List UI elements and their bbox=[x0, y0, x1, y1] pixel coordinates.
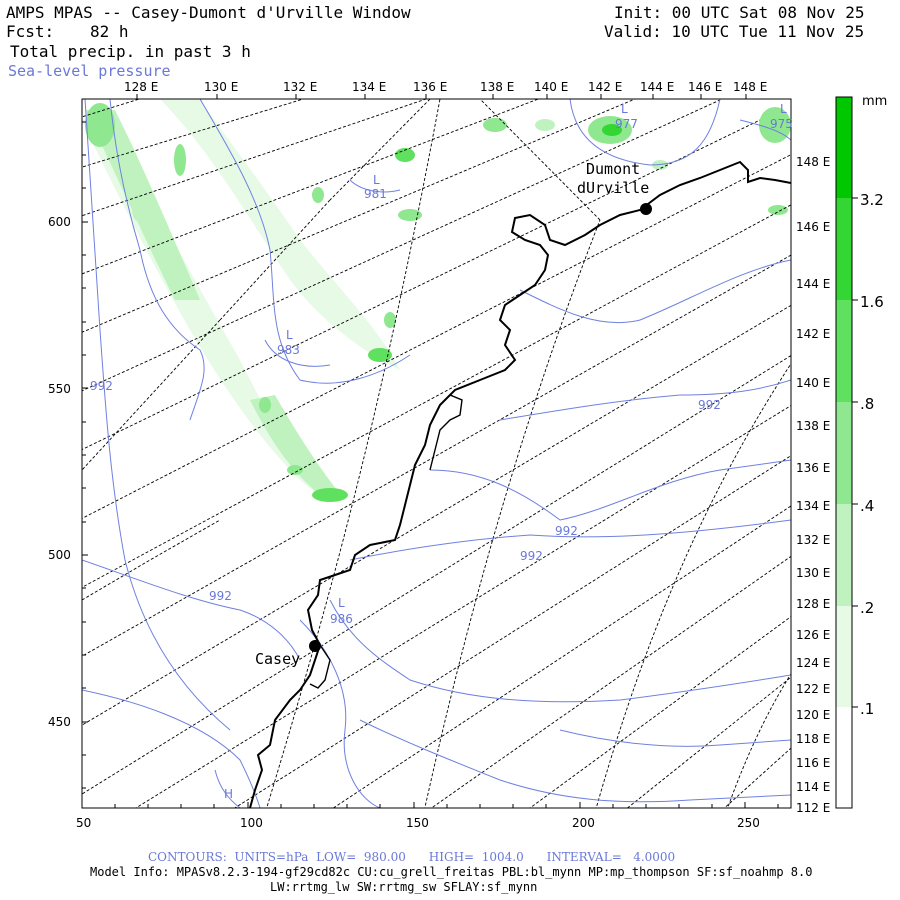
colorbar-label: .1 bbox=[860, 700, 874, 718]
casey-station-marker bbox=[309, 640, 321, 652]
pressure-label: L bbox=[373, 173, 380, 187]
svg-text:122 E: 122 E bbox=[796, 682, 830, 696]
svg-text:200: 200 bbox=[572, 816, 595, 830]
pressure-label: 975 bbox=[770, 117, 793, 131]
pressure-contours bbox=[82, 99, 791, 808]
colorbar-label: .2 bbox=[860, 599, 874, 617]
field-description: Total precip. in past 3 h bbox=[10, 42, 251, 61]
svg-text:136 E: 136 E bbox=[413, 80, 447, 94]
physics-info: LW:rrtmg_lw SW:rrtmg_sw SFLAY:sf_mynn bbox=[270, 880, 538, 894]
pressure-label: L bbox=[780, 102, 787, 116]
pressure-label: 992 bbox=[209, 589, 232, 603]
svg-text:600: 600 bbox=[48, 215, 71, 229]
svg-text:116 E: 116 E bbox=[796, 756, 830, 770]
model-info: Model Info: MPASv8.2.3-194-gf29cd82c CU:… bbox=[90, 865, 813, 879]
svg-text:118 E: 118 E bbox=[796, 732, 830, 746]
contour-info: CONTOURS: UNITS=hPa LOW= 980.00 HIGH= 10… bbox=[148, 850, 676, 864]
colorbar-bin bbox=[836, 504, 852, 606]
colorbar-unit: mm bbox=[862, 94, 887, 109]
colorbar-bin bbox=[836, 300, 852, 402]
pressure-label: H bbox=[224, 787, 233, 801]
svg-text:134 E: 134 E bbox=[352, 80, 386, 94]
svg-text:132 E: 132 E bbox=[796, 533, 830, 547]
svg-text:124 E: 124 E bbox=[796, 656, 830, 670]
svg-text:150: 150 bbox=[406, 816, 429, 830]
colorbar-label: 3.2 bbox=[860, 191, 884, 209]
svg-text:146 E: 146 E bbox=[796, 220, 830, 234]
svg-text:126 E: 126 E bbox=[796, 628, 830, 642]
svg-text:100: 100 bbox=[240, 816, 263, 830]
colorbar-bin bbox=[836, 402, 852, 504]
dumont-label-line1: Dumont bbox=[586, 160, 640, 178]
svg-text:550: 550 bbox=[48, 382, 71, 396]
colorbar-label: .4 bbox=[860, 497, 874, 515]
svg-text:146 E: 146 E bbox=[688, 80, 722, 94]
svg-text:250: 250 bbox=[737, 816, 760, 830]
svg-text:140 E: 140 E bbox=[534, 80, 568, 94]
pressure-label: 983 bbox=[277, 343, 300, 357]
map-frame bbox=[81, 98, 792, 809]
svg-text:144 E: 144 E bbox=[640, 80, 674, 94]
overlay-description: Sea-level pressure bbox=[8, 62, 171, 80]
pressure-label: 981 bbox=[364, 187, 387, 201]
svg-text:136 E: 136 E bbox=[796, 461, 830, 475]
svg-text:120 E: 120 E bbox=[796, 708, 830, 722]
svg-text:142 E: 142 E bbox=[588, 80, 622, 94]
pressure-label: 992 bbox=[698, 398, 721, 412]
svg-text:138 E: 138 E bbox=[796, 419, 830, 433]
map-area bbox=[82, 99, 791, 808]
colorbar-bin bbox=[836, 97, 852, 198]
svg-text:142 E: 142 E bbox=[796, 327, 830, 341]
dumont-label-line2: dUrville bbox=[577, 179, 649, 197]
colorbar-bin bbox=[836, 198, 852, 300]
colorbar-bin bbox=[836, 606, 852, 707]
colorbar-label: .8 bbox=[860, 395, 874, 413]
pressure-label: 992 bbox=[555, 524, 578, 538]
svg-text:140 E: 140 E bbox=[796, 376, 830, 390]
pressure-label: L bbox=[621, 102, 628, 116]
svg-text:132 E: 132 E bbox=[283, 80, 317, 94]
pressure-label: 992 bbox=[520, 549, 543, 563]
svg-text:50: 50 bbox=[76, 816, 91, 830]
svg-text:144 E: 144 E bbox=[796, 277, 830, 291]
svg-text:148 E: 148 E bbox=[733, 80, 767, 94]
colorbar-bin bbox=[836, 707, 852, 808]
forecast-hour: 82 h bbox=[90, 22, 129, 41]
pressure-label: L bbox=[338, 596, 345, 610]
pressure-label: L bbox=[286, 328, 293, 342]
pressure-label: 992 bbox=[90, 379, 113, 393]
y-axis-labels: 600 550 500 450 bbox=[48, 215, 71, 729]
pressure-label: 986 bbox=[330, 612, 353, 626]
svg-text:500: 500 bbox=[48, 548, 71, 562]
map-title: AMPS MPAS -- Casey-Dumont d'Urville Wind… bbox=[6, 3, 411, 22]
latlon-grid bbox=[82, 99, 791, 808]
precip-shading bbox=[82, 99, 791, 505]
pressure-labels: L 977 L 975 L 981 L 983 992 992 992 992 … bbox=[90, 102, 793, 801]
right-lon-labels: 148 E 146 E 144 E 142 E 140 E 138 E 136 … bbox=[796, 155, 830, 815]
forecast-label: Fcst: bbox=[6, 22, 55, 41]
svg-text:128 E: 128 E bbox=[796, 597, 830, 611]
svg-text:138 E: 138 E bbox=[480, 80, 514, 94]
svg-text:130 E: 130 E bbox=[204, 80, 238, 94]
svg-text:130 E: 130 E bbox=[796, 566, 830, 580]
svg-text:134 E: 134 E bbox=[796, 499, 830, 513]
valid-time: Valid: 10 UTC Tue 11 Nov 25 bbox=[604, 22, 865, 41]
colorbar-label: 1.6 bbox=[860, 293, 884, 311]
svg-text:148 E: 148 E bbox=[796, 155, 830, 169]
pressure-label: 977 bbox=[615, 117, 638, 131]
top-lon-labels: 128 E 130 E 132 E 134 E 136 E 138 E 140 … bbox=[124, 80, 767, 94]
dumont-station-marker bbox=[640, 203, 652, 215]
svg-text:450: 450 bbox=[48, 715, 71, 729]
x-axis-labels: 50 100 150 200 250 bbox=[76, 816, 760, 830]
svg-text:112 E: 112 E bbox=[796, 801, 830, 815]
init-time: Init: 00 UTC Sat 08 Nov 25 bbox=[614, 3, 865, 22]
svg-text:128 E: 128 E bbox=[124, 80, 158, 94]
svg-text:114 E: 114 E bbox=[796, 780, 830, 794]
casey-label: Casey bbox=[255, 650, 300, 668]
colorbar: mm 3.2 1.6 .8 .4 .2 .1 bbox=[835, 94, 887, 809]
